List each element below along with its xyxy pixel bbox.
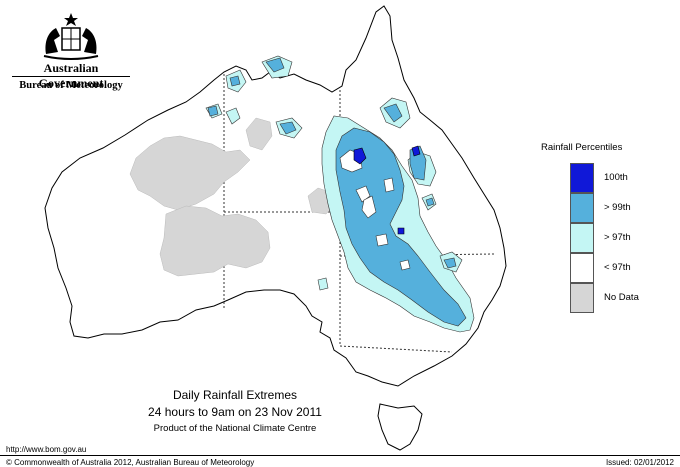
legend-label: < 97th bbox=[604, 262, 631, 273]
website-url: http://www.bom.gov.au bbox=[6, 445, 87, 454]
legend-swatch-99th bbox=[570, 193, 594, 223]
footer-divider bbox=[0, 455, 680, 456]
legend-item: No Data bbox=[570, 283, 670, 313]
header-divider bbox=[12, 76, 130, 77]
map-credit: Product of the National Climate Centre bbox=[153, 423, 317, 434]
legend-item: 100th bbox=[570, 163, 670, 193]
rain-100th bbox=[353, 145, 421, 235]
legend-label: 100th bbox=[604, 172, 628, 183]
legend-title: Rainfall Percentiles bbox=[541, 142, 623, 153]
legend-item: > 99th bbox=[570, 193, 670, 223]
map-period: 24 hours to 9am on 23 Nov 2011 bbox=[148, 405, 322, 419]
legend-swatch-no-data bbox=[570, 283, 594, 313]
bureau-title: Bureau of Meteorology bbox=[19, 80, 123, 91]
legend-label: > 97th bbox=[604, 232, 631, 243]
legend-item: > 97th bbox=[570, 223, 670, 253]
tasmania-outline bbox=[377, 403, 423, 451]
issued-date: Issued: 02/01/2012 bbox=[605, 458, 674, 467]
legend-item: < 97th bbox=[570, 253, 670, 283]
government-title: Australian Government bbox=[38, 61, 104, 90]
legend-swatch-below-97th bbox=[570, 253, 594, 283]
no-data-regions bbox=[129, 117, 335, 277]
legend-swatch-100th bbox=[570, 163, 594, 193]
legend-swatch-97th bbox=[570, 223, 594, 253]
legend-label: > 99th bbox=[604, 202, 631, 213]
legend-label: No Data bbox=[604, 292, 639, 303]
coat-of-arms-icon bbox=[43, 13, 99, 60]
map-title: Daily Rainfall Extremes bbox=[172, 388, 298, 402]
copyright-text: © Commonwealth of Australia 2012, Austra… bbox=[6, 458, 255, 467]
